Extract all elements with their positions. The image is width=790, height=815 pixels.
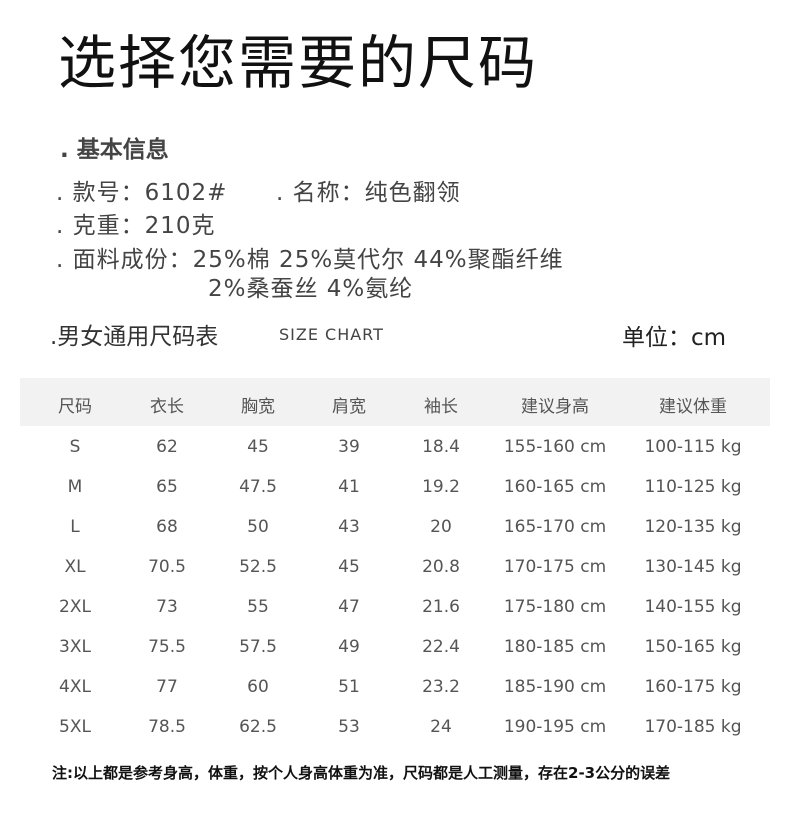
unit-label: 单位：cm (622, 325, 727, 351)
table-cell: 70.5 (148, 557, 186, 577)
table-cell: 73 (156, 597, 178, 617)
table-header-cell: 尺码 (58, 397, 92, 417)
table-cell: 110-125 kg (644, 477, 742, 497)
table-cell: 50 (247, 517, 269, 537)
table-cell: 39 (338, 437, 360, 457)
table-cell: 75.5 (148, 637, 186, 657)
table-cell: 180-185 cm (503, 637, 607, 657)
table-cell: 24 (430, 717, 452, 737)
page-title: 选择您需要的尺码 (58, 29, 539, 97)
table-cell: 18.4 (422, 437, 460, 457)
style-number: . 款号：6102# (56, 180, 228, 206)
table-header-cell: 袖长 (424, 397, 458, 417)
table-cell: 165-170 cm (503, 517, 607, 537)
table-cell: L (70, 517, 80, 537)
table-cell: 5XL (59, 717, 91, 737)
footnote: 注:以上都是参考身高，体重，按个人身高体重为准，尺码都是人工测量，存在2-3公分… (52, 764, 671, 782)
table-cell: 20 (430, 517, 452, 537)
table-cell: 120-135 kg (644, 517, 742, 537)
table-header-cell: 建议体重 (659, 397, 727, 417)
table-cell: 65 (156, 477, 178, 497)
table-cell: 160-175 kg (644, 677, 742, 697)
table-cell: 22.4 (422, 637, 460, 657)
table-header-cell: 衣长 (150, 397, 184, 417)
table-cell: 130-145 kg (644, 557, 742, 577)
product-name: . 名称：纯色翻领 (276, 180, 461, 206)
fabric-composition: . 面料成份：25%棉 25%莫代尔 44%聚酯纤维 (56, 247, 564, 273)
basic-info-heading: . 基本信息 (60, 137, 169, 163)
table-cell: 19.2 (422, 477, 460, 497)
table-cell: 62.5 (239, 717, 277, 737)
table-cell: 2XL (59, 597, 91, 617)
table-cell: 175-180 cm (503, 597, 607, 617)
table-cell: XL (64, 557, 86, 577)
table-cell: 190-195 cm (503, 717, 607, 737)
table-cell: M (67, 477, 83, 497)
table-header-cell: 肩宽 (332, 397, 366, 417)
table-cell: 57.5 (239, 637, 277, 657)
table-header-cell: 胸宽 (241, 397, 275, 417)
table-cell: 155-160 cm (503, 437, 607, 457)
table-cell: 23.2 (422, 677, 460, 697)
table-cell: 47 (338, 597, 360, 617)
table-cell: 45 (247, 437, 269, 457)
table-cell: 68 (156, 517, 178, 537)
table-cell: 77 (156, 677, 178, 697)
table-cell: 21.6 (422, 597, 460, 617)
table-header-cell: 建议身高 (521, 397, 589, 417)
table-cell: 43 (338, 517, 360, 537)
table-cell: 150-165 kg (644, 637, 742, 657)
table-header-band (20, 378, 770, 426)
table-cell: 60 (247, 677, 269, 697)
table-cell: 52.5 (239, 557, 277, 577)
table-cell: 3XL (59, 637, 91, 657)
size-chart-label-en: SIZE CHART (279, 325, 384, 344)
table-cell: 41 (338, 477, 360, 497)
table-cell: 47.5 (239, 477, 277, 497)
table-cell: 100-115 kg (644, 437, 742, 457)
table-cell: 78.5 (148, 717, 186, 737)
fabric-composition-cont: 2%桑蚕丝 4%氨纶 (208, 276, 414, 302)
table-cell: 55 (247, 597, 269, 617)
table-cell: 49 (338, 637, 360, 657)
table-cell: 4XL (59, 677, 91, 697)
table-cell: 140-155 kg (644, 597, 742, 617)
table-cell: 160-165 cm (503, 477, 607, 497)
table-cell: 170-175 cm (503, 557, 607, 577)
table-cell: 170-185 kg (644, 717, 742, 737)
table-cell: 53 (338, 717, 360, 737)
fabric-weight: . 克重：210克 (56, 213, 216, 239)
size-chart-label: .男女通用尺码表 (50, 324, 219, 350)
table-cell: 185-190 cm (503, 677, 607, 697)
table-cell: 62 (156, 437, 178, 457)
table-cell: 45 (338, 557, 360, 577)
table-cell: 20.8 (422, 557, 460, 577)
table-cell: 51 (338, 677, 360, 697)
table-cell: S (69, 437, 81, 457)
